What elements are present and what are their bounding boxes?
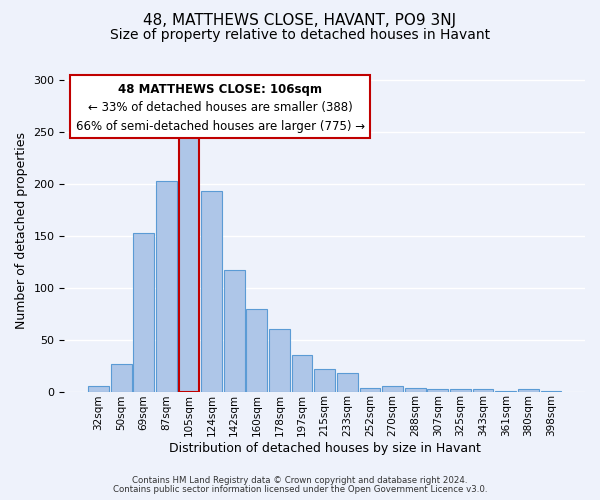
Bar <box>179 132 199 392</box>
Y-axis label: Number of detached properties: Number of detached properties <box>15 132 28 330</box>
Text: Contains public sector information licensed under the Open Government Licence v3: Contains public sector information licen… <box>113 485 487 494</box>
Text: Contains HM Land Registry data © Crown copyright and database right 2024.: Contains HM Land Registry data © Crown c… <box>132 476 468 485</box>
Bar <box>450 390 471 392</box>
Bar <box>518 390 539 392</box>
Bar <box>473 390 493 392</box>
Bar <box>224 270 245 392</box>
Bar <box>314 368 335 392</box>
Bar <box>359 388 380 392</box>
Bar <box>269 330 290 392</box>
Bar <box>201 192 222 392</box>
Text: ← 33% of detached houses are smaller (388): ← 33% of detached houses are smaller (38… <box>88 102 353 114</box>
Bar <box>382 386 403 392</box>
Text: Size of property relative to detached houses in Havant: Size of property relative to detached ho… <box>110 28 490 42</box>
Bar <box>405 388 425 392</box>
Bar <box>110 364 131 392</box>
Text: 48 MATTHEWS CLOSE: 106sqm: 48 MATTHEWS CLOSE: 106sqm <box>118 82 322 96</box>
Bar <box>247 308 267 392</box>
Bar <box>156 181 177 392</box>
Bar <box>495 390 516 392</box>
Bar <box>337 373 358 392</box>
X-axis label: Distribution of detached houses by size in Havant: Distribution of detached houses by size … <box>169 442 481 455</box>
Bar <box>541 390 562 392</box>
Bar <box>292 355 313 392</box>
Bar <box>427 390 448 392</box>
Text: 48, MATTHEWS CLOSE, HAVANT, PO9 3NJ: 48, MATTHEWS CLOSE, HAVANT, PO9 3NJ <box>143 12 457 28</box>
Bar <box>133 233 154 392</box>
Text: 66% of semi-detached houses are larger (775) →: 66% of semi-detached houses are larger (… <box>76 120 365 134</box>
Bar <box>88 386 109 392</box>
